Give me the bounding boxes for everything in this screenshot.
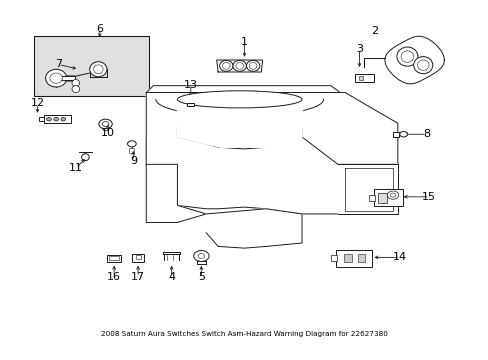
Ellipse shape: [396, 47, 417, 66]
Polygon shape: [146, 164, 206, 222]
Text: 14: 14: [392, 252, 407, 262]
Ellipse shape: [99, 119, 112, 129]
Text: 11: 11: [69, 163, 82, 173]
Bar: [62, 76, 74, 81]
Ellipse shape: [235, 62, 243, 69]
Bar: [44, 116, 70, 123]
Bar: [330, 255, 336, 261]
Bar: [109, 256, 119, 260]
Text: 10: 10: [101, 128, 115, 138]
Bar: [373, 189, 402, 206]
Bar: [368, 195, 374, 201]
Ellipse shape: [400, 51, 413, 62]
Polygon shape: [177, 127, 302, 147]
Ellipse shape: [222, 62, 230, 69]
Ellipse shape: [198, 253, 204, 258]
Bar: [392, 132, 398, 137]
Ellipse shape: [50, 73, 62, 83]
Ellipse shape: [232, 60, 246, 71]
Ellipse shape: [386, 191, 398, 199]
Ellipse shape: [127, 141, 136, 147]
Polygon shape: [337, 164, 397, 214]
Bar: [132, 254, 143, 262]
Text: 3: 3: [355, 44, 362, 54]
Ellipse shape: [102, 122, 109, 126]
Ellipse shape: [72, 86, 80, 93]
Bar: [187, 103, 194, 106]
Text: 2: 2: [370, 26, 378, 36]
Ellipse shape: [81, 154, 89, 161]
Bar: [136, 255, 140, 259]
Ellipse shape: [61, 117, 65, 121]
Ellipse shape: [389, 193, 395, 197]
Bar: [335, 250, 371, 267]
Bar: [61, 76, 75, 80]
Ellipse shape: [219, 60, 232, 71]
Bar: [102, 128, 108, 130]
Polygon shape: [146, 137, 397, 214]
Text: 9: 9: [129, 156, 137, 166]
Ellipse shape: [413, 57, 432, 74]
Ellipse shape: [54, 117, 59, 121]
Ellipse shape: [399, 131, 407, 137]
Text: 1: 1: [241, 37, 247, 47]
Text: 16: 16: [107, 272, 121, 282]
Text: 2008 Saturn Aura Switches Switch Asm-Hazard Warning Diagram for 22627380: 2008 Saturn Aura Switches Switch Asm-Haz…: [101, 331, 387, 337]
Polygon shape: [146, 93, 397, 164]
Ellipse shape: [45, 69, 66, 87]
Text: 15: 15: [421, 192, 435, 202]
Bar: [34, 36, 148, 96]
Ellipse shape: [246, 60, 259, 71]
Ellipse shape: [417, 60, 428, 70]
Ellipse shape: [46, 117, 51, 121]
Text: 4: 4: [168, 272, 175, 282]
Text: 7: 7: [55, 59, 62, 69]
Bar: [377, 193, 386, 203]
Text: 8: 8: [422, 129, 429, 139]
Bar: [357, 254, 365, 262]
Ellipse shape: [193, 251, 208, 261]
Polygon shape: [146, 86, 340, 99]
Ellipse shape: [72, 80, 80, 86]
Text: 6: 6: [96, 23, 103, 33]
Text: 17: 17: [131, 272, 145, 282]
Bar: [358, 76, 363, 80]
Text: 12: 12: [30, 99, 44, 108]
Polygon shape: [206, 209, 302, 248]
Ellipse shape: [93, 65, 103, 74]
Ellipse shape: [249, 62, 256, 69]
Ellipse shape: [89, 62, 107, 77]
Text: 5: 5: [198, 272, 204, 282]
Bar: [354, 74, 373, 82]
Bar: [40, 117, 44, 121]
Text: 13: 13: [183, 80, 198, 90]
Ellipse shape: [177, 91, 302, 108]
Bar: [129, 148, 134, 153]
Bar: [107, 255, 121, 262]
Polygon shape: [177, 99, 302, 127]
Bar: [344, 254, 351, 262]
